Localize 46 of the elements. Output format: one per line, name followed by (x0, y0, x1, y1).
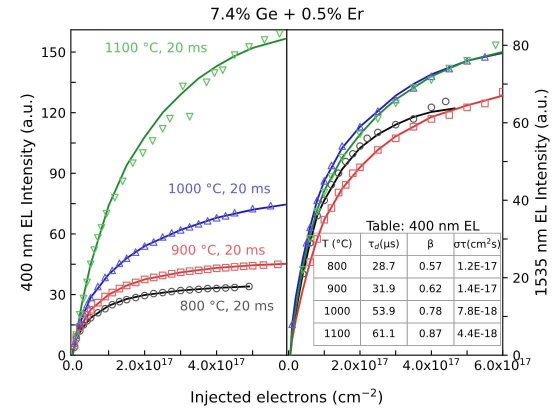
series-label: 1100 °C, 20 ms (106, 42, 207, 54)
annotation: 1.2E-17 (458, 262, 496, 270)
annotation: 31.9 (373, 284, 395, 292)
x-tick-label: 0.0 (278, 360, 298, 370)
y-tick-label: 30 (50, 290, 66, 300)
x-tick-label: 4.0x10$^{17}$ (403, 358, 460, 370)
annotation: 7.8E-18 (458, 306, 497, 315)
y-tick-label: 90 (50, 168, 66, 179)
annotation: β (428, 239, 434, 250)
annotation: 0.78 (420, 306, 442, 315)
x-tick-label: 2.0x10$^{17}$ (116, 358, 172, 370)
annotation: 0.87 (420, 329, 442, 338)
annotation: 4.4E-18 (458, 329, 497, 338)
annotation: στ(cm$^{2}$s) (454, 238, 500, 250)
x-tick-label: 2.0x10$^{17}$ (332, 358, 388, 370)
series-label: 800 °C, 20 ms (180, 300, 274, 312)
annotation: 28.7 (373, 262, 395, 270)
annotation: τ$_{d}$(µs) (368, 239, 399, 250)
annotation: 1.4E-17 (458, 284, 496, 292)
annotation: Table: 400 nm EL (366, 220, 480, 231)
y-tick-label: 60 (50, 229, 66, 240)
x-tick-label: 0.0 (63, 360, 82, 370)
y-axis-title: 400 nm EL Intensity (a.u.) (20, 94, 36, 292)
annotation: 0.57 (420, 262, 442, 270)
y-tick-label: 150 (42, 47, 66, 58)
annotation: 1000 (325, 306, 350, 315)
annotation: 61.1 (372, 329, 394, 338)
y-tick-label: 0 (58, 350, 66, 360)
y2-axis-title: 1535 nm EL Intensity (a.u.) (534, 90, 550, 295)
y2-tick-label: 0 (513, 350, 520, 360)
series-label: 1000 °C, 20 ms (169, 183, 270, 195)
y2-tick-label: 60 (513, 118, 528, 128)
annotation: 900 (328, 284, 346, 292)
annotation: 1100 (325, 329, 350, 338)
y-tick-label: 120 (42, 108, 66, 118)
annotation: T (°C) (322, 239, 352, 249)
annotation: 0.62 (420, 284, 442, 292)
chart-title: 7.4% Ge + 0.5% Er (211, 8, 364, 20)
y2-tick-label: 40 (513, 195, 528, 206)
y2-tick-label: 20 (513, 272, 528, 283)
annotation: 800 (328, 262, 346, 270)
y2-tick-label: 80 (513, 40, 528, 51)
annotation: 53.9 (373, 306, 395, 315)
x-tick-label: 4.0x10$^{17}$ (188, 358, 244, 370)
x-axis-title: Injected electrons (cm$^{−2}$) (192, 388, 382, 406)
series-label: 900 °C, 20 ms (172, 244, 265, 256)
